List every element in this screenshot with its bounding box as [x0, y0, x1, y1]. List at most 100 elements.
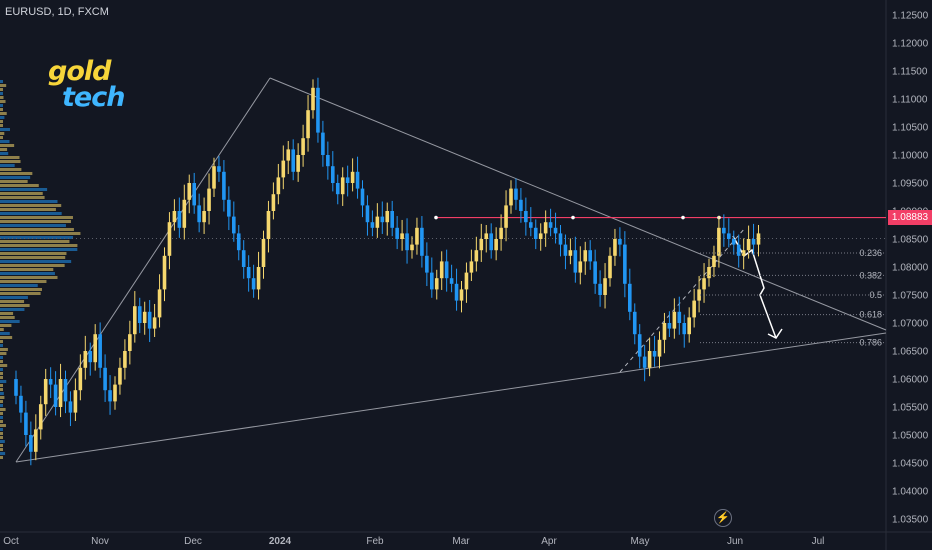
volume-profile-bar: [0, 220, 71, 223]
volume-profile-bar: [0, 440, 5, 443]
price-tick-label: 1.09500: [892, 179, 929, 190]
candle-body: [98, 334, 102, 368]
candle-body: [573, 250, 578, 273]
candle-body: [38, 404, 43, 430]
candle-body: [751, 239, 756, 245]
time-tick-label: 2024: [269, 536, 292, 547]
candle-body: [93, 334, 97, 363]
volume-profile-bar: [0, 184, 39, 187]
volume-profile-bar: [0, 216, 73, 219]
candle-body: [682, 323, 687, 335]
volume-profile-bar: [0, 156, 20, 159]
candle-body: [88, 351, 93, 363]
candle-body: [430, 272, 434, 290]
candle-body: [588, 250, 592, 262]
lightning-icon[interactable]: ⚡: [714, 509, 732, 527]
candle-body: [78, 367, 83, 391]
candle-body: [538, 233, 543, 239]
candle-body: [73, 390, 78, 413]
candle-body: [741, 250, 746, 256]
candle-body: [479, 239, 484, 251]
candle-body: [756, 233, 761, 245]
candle-body: [137, 306, 142, 323]
candle-body: [83, 351, 88, 368]
price-tick-label: 1.11000: [892, 95, 928, 106]
price-tick-label: 1.08000: [892, 263, 929, 274]
candle-body: [241, 250, 246, 267]
fib-label: 0.382: [859, 270, 882, 280]
fib-label: 0.618: [859, 310, 882, 320]
time-tick-label: Oct: [3, 536, 19, 547]
volume-profile-bar: [0, 172, 33, 175]
volume-profile-bar: [0, 356, 3, 359]
candle-body: [652, 351, 657, 357]
candle-body: [53, 384, 58, 407]
candle-body: [370, 222, 375, 228]
volume-profile-bar: [0, 456, 3, 459]
upper-trendline-left: [15, 77, 271, 463]
candle-body: [296, 155, 300, 172]
lower-trendline: [15, 332, 887, 463]
candle-body: [34, 429, 38, 452]
volume-profile-bar: [0, 140, 10, 143]
candle-body: [543, 222, 548, 234]
candle-body: [182, 199, 187, 228]
fib-label: 0.5: [869, 290, 882, 300]
time-axis[interactable]: Oct Nov Dec 2024 Feb Mar Apr May Jun Jul: [3, 536, 824, 547]
candle-body: [712, 255, 716, 267]
candle-body: [405, 233, 409, 251]
volume-profile-bar: [0, 256, 66, 259]
candle-body: [355, 171, 360, 189]
volume-profile-bar: [0, 304, 30, 307]
candle-body: [335, 183, 340, 195]
price-tick-label: 1.04000: [892, 487, 929, 498]
candle-body: [474, 250, 479, 262]
candle-body: [608, 255, 612, 279]
volume-profile-bar: [0, 340, 3, 343]
candle-body: [360, 188, 365, 206]
volume-profile-bar: [0, 80, 3, 83]
candle-body: [152, 317, 157, 329]
price-tick-label: 1.06000: [892, 375, 929, 386]
time-tick-label: May: [631, 536, 650, 547]
price-tick-label: 1.07500: [892, 291, 929, 302]
volume-profile-bar: [0, 224, 66, 227]
volume-profile-bar: [0, 428, 3, 431]
volume-profile-bar: [0, 104, 3, 107]
volume-profile-bar: [0, 112, 7, 115]
volume-profile-bar: [0, 408, 6, 411]
volume-profile-bar: [0, 244, 78, 247]
candle-body: [667, 323, 672, 329]
trend-lines: [0, 77, 887, 463]
resistance-touch-marker: [434, 215, 438, 220]
volume-profile-bar: [0, 164, 15, 167]
volume-profile-bar: [0, 436, 3, 439]
volume-profile-bar: [0, 260, 72, 263]
candle-body: [632, 311, 637, 335]
candle-body: [291, 149, 295, 172]
volume-profile-bar: [0, 368, 3, 371]
candle-body: [68, 401, 73, 413]
candle-body: [529, 222, 533, 228]
candle-body: [415, 227, 419, 245]
volume-profile-bar: [0, 148, 8, 151]
volume-profile-bar: [0, 448, 3, 451]
candle-body: [746, 239, 751, 251]
candle-body: [276, 177, 281, 195]
candle-body: [558, 233, 563, 245]
volume-profile-bar: [0, 192, 43, 195]
price-tick-label: 1.05000: [892, 431, 929, 442]
volume-profile-bar: [0, 300, 25, 303]
volume-profile-bar: [0, 248, 78, 251]
candle-body: [692, 300, 696, 318]
candle-body: [197, 205, 201, 223]
candle-body: [261, 239, 266, 267]
candle-body: [400, 233, 404, 239]
candle-body: [48, 379, 53, 385]
volume-profile-bar: [0, 232, 81, 235]
price-axis[interactable]: 1.12500 1.12000 1.11500 1.11000 1.10500 1.100…: [892, 11, 929, 526]
candle-body: [350, 171, 355, 183]
candle-body: [578, 261, 583, 273]
candle-body: [697, 289, 701, 301]
